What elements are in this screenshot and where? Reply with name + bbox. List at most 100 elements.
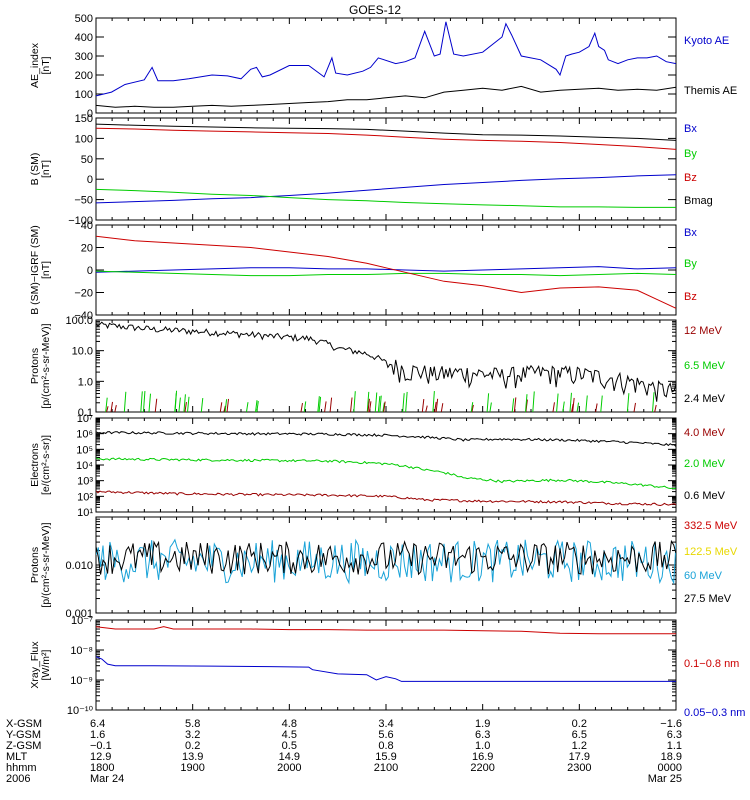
axis-row-value: 2200 [470,762,494,774]
axis-row-value: −0.1 [90,740,112,752]
spike-mark [255,400,258,412]
y-tick-label: 10⁵ [76,444,93,456]
spike-mark [245,402,249,412]
series-line-0-6-mev [96,431,676,447]
axis-row-value: 0.5 [282,740,297,752]
y-tick-label: 10³ [77,476,93,488]
y-axis-label-line: [p/(cm²-s-sr-MeV)] [40,522,52,607]
series-line-noise-cyan [96,538,676,585]
spike-mark [600,395,603,412]
axis-row-value: 6.3 [475,729,490,741]
y-axis-label-line: [p/(cm²-s-sr-MeV)] [40,323,52,408]
spike-mark [350,397,353,412]
y-tick-label: 100 [75,89,93,101]
y-tick-label: 0.010 [65,560,93,572]
axis-row-value: 0.2 [185,740,200,752]
y-tick-label: 100 [75,133,93,145]
spike-mark [425,405,428,412]
series-line-bx [96,174,676,204]
y-tick-label: 1.0 [78,376,93,388]
y-tick-label: 10¹ [77,507,93,519]
spike-mark [174,390,178,412]
y-tick-label: 10⁶ [76,429,93,441]
y-axis-label-line: [W/m²] [40,649,52,680]
spike-mark [110,401,113,412]
axis-row-value: 4.8 [282,718,297,730]
series-line-noise-black [96,539,676,576]
axis-row-value: 1.6 [90,729,105,741]
spike-mark [576,402,580,412]
legend-entry: 12 MeV [684,325,723,337]
panel-2: −100 −50 0 50 100 150 B (SM)[nT] Bx By Bz Bmag [29,113,713,227]
spike-mark [377,396,381,412]
legend-entry: 0.05−0.3 nm [684,707,745,719]
spike-mark [329,397,333,412]
axis-row-label: Y-GSM [6,729,41,741]
spike-mark [513,397,517,412]
spike-mark [569,392,572,412]
axis-row-value: 6.5 [572,729,587,741]
axis-row-value: 14.9 [279,751,300,763]
y-tick-label: 0 [87,108,93,120]
legend-entry: 2.4 MeV [684,393,726,405]
spike-mark [317,396,320,412]
panel-frame [95,17,677,114]
spike-mark [383,401,386,412]
spike-mark [184,402,187,412]
legend-entry: Themis AE [684,85,737,97]
spike-mark [572,397,575,412]
axis-row-value: 2000 [277,762,301,774]
legend-entry: 2.0 MeV [684,458,726,470]
series-group [96,123,676,208]
panel-6: 0.001 0.010 Protons[p/(cm²-s-sr-MeV)] 332.5… [29,516,738,620]
series-group [96,235,676,309]
axis-row-label: 2006 [6,773,30,785]
spike-mark [489,402,492,412]
spike-mark [223,405,226,412]
spike-mark [562,401,565,412]
y-axis-label-line: Protons [29,547,41,583]
y-tick-label: 20 [81,243,93,255]
spike-mark [440,403,444,412]
y-tick-label: 10² [77,491,93,503]
y-tick-label: 10⁻⁸ [70,645,93,657]
axis-row-value: 18.9 [661,751,682,763]
axis-row-label: MLT [6,751,27,763]
axis-row-value: 2300 [567,762,591,774]
axis-row-value: 6.3 [667,729,682,741]
figure-title: GOES-12 [349,3,401,17]
axis-row-value: 1900 [180,762,204,774]
spike-mark [105,397,108,412]
axis-row-value: 3.4 [378,718,393,730]
spike-mark [654,404,657,412]
spike-mark [183,394,186,412]
series-line-bmag [96,123,676,141]
axis-row-label: hhmm [6,762,37,774]
y-axis-label-line: [e/(cm²-s-sr)] [40,435,52,495]
spike-mark [303,401,307,412]
spike-mark [154,398,158,412]
series-line-bz [96,127,676,150]
legend-entry: 60 MeV [684,570,723,582]
spike-mark [511,398,515,412]
spike-mark [200,397,204,412]
axis-row-value: 1.1 [667,740,682,752]
y-axis-label-line: B (SM)−IGRF (SM) [29,225,41,315]
axis-row-value: 6.4 [90,718,105,730]
spike-mark [532,391,535,412]
spike-mark [106,406,109,412]
spike-mark [123,391,127,412]
y-axis-label: Electrons[e/(cm²-s-sr)] [29,435,52,495]
spike-mark [421,399,425,412]
panel-7: 10⁻¹⁰ 10⁻⁹ 10⁻⁸ 10⁻⁷ Xray_Flux[W/m²] 0.1−0.8 … [29,615,745,719]
y-axis-label-line: B (SM) [29,153,41,186]
axis-row-label: X-GSM [6,718,42,730]
series-group [96,431,676,507]
legend-entry: Bx [684,227,697,239]
y-axis-label: Xray_Flux[W/m²] [29,641,52,689]
spike-mark [368,401,372,412]
legend-entry: 0.6 MeV [684,490,726,502]
panel-4: 0.1 1.0 10.0 100.0 Protons[p/(cm²-s-sr-MeV)]… [29,315,726,419]
y-tick-label: 150 [75,113,93,125]
axis-row-value: 1.9 [475,718,490,730]
